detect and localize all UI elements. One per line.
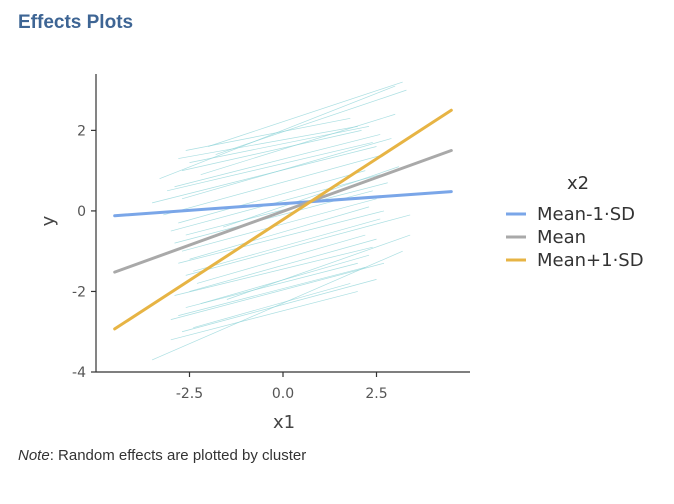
random-effect-line xyxy=(178,266,366,316)
page-title: Effects Plots xyxy=(18,12,134,33)
legend-label-2: Mean xyxy=(537,227,586,248)
random-effect-line xyxy=(181,130,362,171)
y-tick-label: -2 xyxy=(72,284,86,300)
random-effect-line xyxy=(185,262,358,308)
random-effect-line xyxy=(196,234,366,284)
random-effect-line xyxy=(181,198,377,252)
legend-label-3: Mean+1·SD xyxy=(537,250,644,271)
x-tick-label: -2.5 xyxy=(176,386,203,402)
y-tick-label: -4 xyxy=(72,365,86,381)
random-effect-line xyxy=(163,154,385,216)
random-effect-line xyxy=(193,218,381,272)
series-line-1 xyxy=(113,190,453,218)
legend-title: x2 xyxy=(567,173,589,194)
random-effect-line xyxy=(215,89,407,155)
y-tick-label: 0 xyxy=(77,204,86,220)
random-effect-line xyxy=(185,117,351,151)
random-effect-line xyxy=(208,81,403,147)
random-effect-line xyxy=(178,170,366,224)
fixed-effects-lines xyxy=(113,108,453,331)
x-tick-label: 2.5 xyxy=(365,386,387,402)
series-line-3 xyxy=(113,108,453,331)
random-effect-line xyxy=(152,146,377,204)
random-effect-line xyxy=(174,134,381,188)
random-effect-line xyxy=(226,234,411,300)
note-label: Note xyxy=(18,447,50,464)
legend-label-1: Mean-1·SD xyxy=(537,204,635,225)
random-effect-line xyxy=(223,166,400,228)
random-effect-line xyxy=(174,246,373,296)
y-axis-title: y xyxy=(38,215,59,226)
y-tick-label: 2 xyxy=(77,123,86,139)
random-effect-line xyxy=(181,279,377,333)
note-text: : Random effects are plotted by cluster xyxy=(49,447,307,464)
random-effect-line xyxy=(189,126,370,163)
random-effect-line xyxy=(200,113,396,176)
x-tick-label: 0.0 xyxy=(272,386,294,402)
series-line-2 xyxy=(113,149,453,274)
random-effect-line xyxy=(170,291,358,341)
plot-note: Note: Random effects are plotted by clus… xyxy=(18,447,306,464)
x-axis-title: x1 xyxy=(273,412,295,433)
random-effect-line xyxy=(193,283,351,329)
random-effect-line xyxy=(189,238,377,292)
random-effect-line xyxy=(181,138,392,200)
x-axis-ticks: -2.5 0.0 2.5 xyxy=(176,372,388,402)
random-effect-line xyxy=(185,214,411,276)
y-axis-ticks: -4 -2 0 2 xyxy=(72,123,96,381)
random-effect-line xyxy=(170,262,385,320)
effects-plot: -4 -2 0 2 -2.5 0.0 2.5 x1 y x2 Mean-1·SDMeanM… xyxy=(38,74,644,433)
random-effect-line xyxy=(178,210,385,264)
random-effect-line xyxy=(166,142,373,192)
random-effect-line xyxy=(151,250,403,361)
random-effect-line xyxy=(189,206,370,260)
random-effect-line xyxy=(178,126,358,159)
